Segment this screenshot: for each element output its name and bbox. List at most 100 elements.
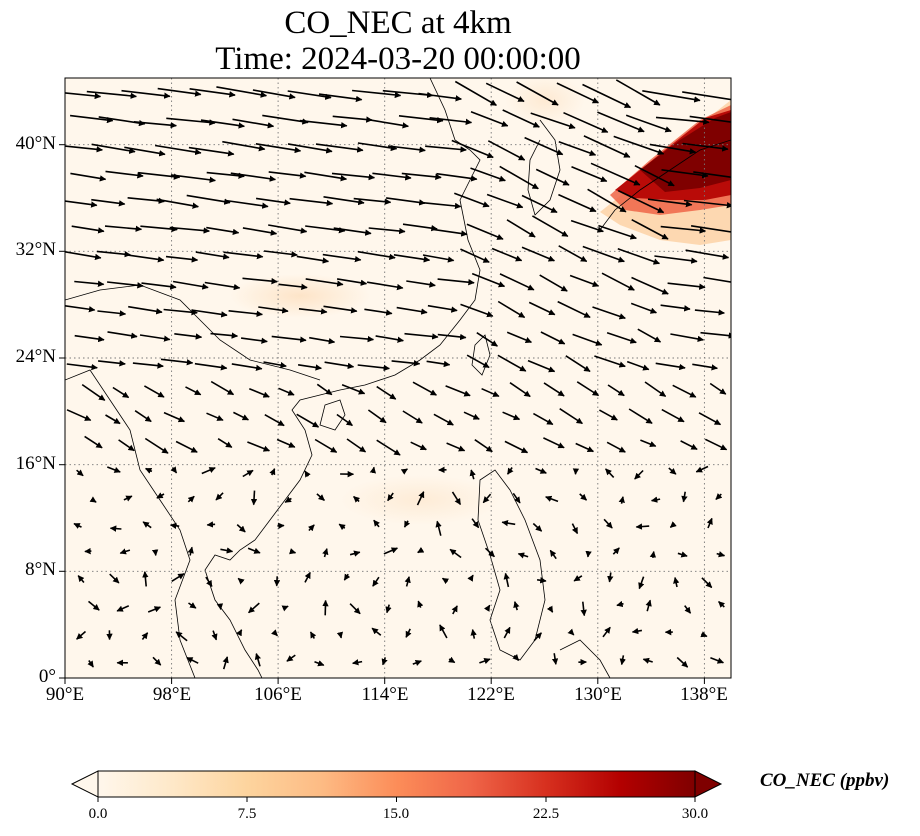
- wind-arrow: [240, 337, 268, 344]
- wind-arrow: [297, 364, 322, 371]
- colorbar-title: CO_NEC (ppbv): [760, 770, 890, 791]
- wind-arrow: [157, 87, 202, 97]
- wind-arrow: [398, 115, 444, 124]
- wind-arrow: [304, 571, 311, 583]
- wind-vectors: [65, 79, 731, 670]
- wind-arrow: [289, 197, 334, 207]
- wind-arrow: [606, 441, 626, 453]
- wind-arrow: [189, 88, 236, 98]
- wind-arrow: [524, 136, 564, 156]
- wind-arrow: [540, 331, 566, 345]
- wind-arrow: [126, 254, 165, 263]
- wind-arrow: [692, 363, 718, 371]
- wind-arrow: [81, 383, 106, 401]
- y-tick-label: 24°N: [15, 346, 56, 367]
- wind-arrow: [104, 225, 143, 232]
- wind-arrow: [517, 552, 529, 559]
- wind-arrow: [504, 440, 529, 454]
- wind-arrow: [565, 355, 591, 373]
- wind-arrow: [422, 254, 455, 263]
- wind-arrow: [673, 576, 680, 588]
- wind-arrow: [539, 274, 568, 292]
- wind-arrow: [402, 223, 438, 232]
- wind-arrow: [166, 117, 216, 126]
- wind-arrow: [255, 197, 291, 206]
- wind-arrow: [299, 119, 348, 129]
- wind-arrow: [336, 413, 353, 427]
- wind-arrow: [470, 111, 509, 127]
- wind-arrow: [65, 250, 102, 261]
- wind-arrow: [460, 303, 494, 318]
- wind-arrow: [372, 576, 380, 587]
- wind-arrow: [469, 469, 476, 480]
- wind-arrow: [357, 142, 398, 152]
- wind-arrow: [700, 331, 731, 339]
- colorbar-tick-label: 7.5: [237, 806, 257, 822]
- wind-arrow: [400, 468, 408, 475]
- wind-arrow: [404, 332, 439, 340]
- wind-arrow: [474, 439, 493, 453]
- wind-arrow: [349, 603, 361, 615]
- wind-arrow: [580, 601, 587, 617]
- wind-arrow: [331, 172, 376, 181]
- x-tick-label: 138°E: [680, 684, 728, 705]
- wind-arrow: [309, 631, 317, 639]
- wind-arrow: [194, 362, 228, 371]
- wind-arrow: [607, 384, 625, 397]
- wind-arrow: [385, 604, 392, 614]
- wind-arrow: [73, 522, 82, 529]
- wind-arrow: [368, 118, 409, 129]
- wind-arrow: [497, 354, 527, 372]
- wind-arrow: [210, 380, 235, 396]
- wind-arrow: [669, 521, 677, 529]
- wind-arrow: [448, 656, 456, 664]
- wind-arrow: [383, 547, 398, 555]
- wind-arrow: [512, 653, 520, 661]
- wind-arrow: [160, 358, 194, 366]
- wind-arrow: [376, 385, 397, 400]
- wind-arrow: [76, 469, 84, 477]
- wind-arrow: [410, 441, 427, 451]
- wind-arrow: [273, 576, 281, 587]
- wind-arrow: [570, 219, 604, 233]
- wind-arrow: [333, 227, 372, 236]
- wind-arrow: [460, 248, 490, 263]
- wind-arrow: [119, 548, 131, 555]
- wind-arrow: [87, 660, 94, 668]
- wind-arrow: [483, 604, 491, 612]
- wind-arrow: [647, 198, 693, 208]
- wind-arrow: [616, 600, 624, 608]
- wind-arrow: [185, 386, 202, 396]
- wind-arrow: [602, 626, 611, 638]
- wind-arrow: [65, 305, 96, 313]
- x-tick-label: 122°E: [467, 684, 515, 705]
- wind-arrow: [704, 438, 728, 451]
- wind-arrow: [220, 547, 234, 554]
- wind-arrow: [201, 467, 216, 475]
- wind-arrow: [533, 412, 554, 426]
- wind-arrow: [216, 603, 224, 611]
- wind-arrow: [305, 225, 346, 234]
- wind-arrow: [576, 381, 600, 397]
- wind-arrow: [527, 359, 556, 373]
- wind-arrow: [248, 602, 260, 614]
- wind-arrow: [597, 111, 645, 133]
- wind-arrow: [432, 228, 468, 237]
- wind-arrow: [142, 521, 152, 529]
- wind-arrow: [248, 387, 270, 398]
- wind-arrow: [451, 605, 458, 615]
- wind-arrow: [352, 89, 402, 99]
- wind-arrow: [497, 300, 526, 319]
- wind-arrow: [324, 361, 355, 370]
- wind-arrow: [65, 92, 102, 100]
- map-background: [65, 78, 731, 678]
- wind-arrow: [471, 518, 480, 529]
- wind-arrow: [476, 332, 498, 347]
- wind-arrow: [353, 495, 361, 503]
- wind-arrow: [91, 198, 126, 207]
- wind-arrow: [187, 495, 195, 503]
- wind-arrow: [264, 414, 285, 427]
- wind-arrow: [391, 360, 421, 367]
- wind-arrow: [644, 381, 667, 398]
- wind-arrow: [433, 413, 454, 426]
